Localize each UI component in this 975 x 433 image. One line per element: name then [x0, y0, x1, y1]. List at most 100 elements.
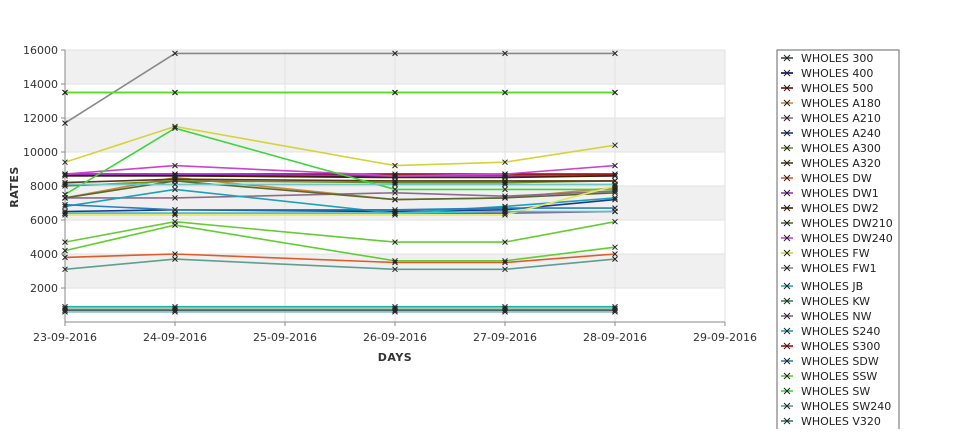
legend-marker [783, 174, 791, 182]
data-point [172, 256, 178, 262]
legend-marker [783, 402, 791, 410]
data-point [612, 256, 618, 262]
legend-marker [783, 282, 791, 290]
data-point [392, 89, 398, 96]
legend-item: WHOLES 300 [781, 52, 873, 65]
legend-marker [783, 54, 791, 62]
data-point [502, 89, 508, 96]
data-point [62, 179, 68, 186]
legend-label: WHOLES A240 [801, 127, 881, 140]
data-point [172, 212, 178, 218]
data-point [502, 50, 508, 57]
data-point [392, 179, 398, 186]
legend-marker [783, 249, 791, 257]
x-tick-label: 24-09-2016 [143, 331, 207, 344]
legend-item: WHOLES A180 [781, 97, 881, 110]
legend-marker [783, 99, 791, 107]
legend-item: WHOLES DW [781, 172, 872, 185]
legend-item: WHOLES A240 [781, 127, 881, 140]
data-point [172, 125, 178, 132]
data-point [612, 181, 618, 188]
data-point [392, 210, 398, 217]
data-point [612, 142, 618, 149]
data-point [392, 239, 398, 245]
legend-item: WHOLES SDW [781, 355, 879, 368]
y-tick-label: 16000 [23, 44, 58, 57]
legend-item: WHOLES KW [781, 295, 870, 308]
data-point [502, 172, 508, 179]
data-point [62, 201, 68, 208]
legend-marker [783, 159, 791, 167]
legend-marker [783, 114, 791, 122]
data-point [612, 251, 618, 257]
data-point [392, 50, 398, 57]
data-point [172, 172, 178, 179]
data-point [62, 266, 68, 273]
data-point [612, 172, 618, 179]
data-point [392, 172, 398, 179]
legend-item: WHOLES FW [781, 247, 870, 260]
data-point [172, 308, 178, 315]
legend-item: WHOLES SW [781, 385, 870, 398]
data-point [172, 89, 178, 96]
data-point [502, 239, 508, 245]
y-axis-ticks: 2000 4000 6000 8000 10000 12000 14000 16000 [23, 44, 65, 295]
legend-item: WHOLES DW2 [781, 202, 879, 215]
legend-item: WHOLES DW210 [781, 217, 893, 230]
legend-marker [783, 234, 791, 242]
data-point [502, 266, 508, 273]
legend-marker [783, 312, 791, 320]
legend-item: WHOLES A300 [781, 142, 881, 155]
data-point [612, 218, 618, 225]
y-tick-label: 2000 [30, 282, 58, 295]
legend-marker [783, 84, 791, 92]
legend-item: WHOLES DW1 [781, 187, 879, 200]
legend-item: WHOLES V320 [781, 415, 881, 428]
legend-marker [783, 129, 791, 137]
legend-item: WHOLES 500 [781, 82, 873, 95]
legend-marker [783, 297, 791, 305]
data-point [502, 303, 508, 310]
data-point [502, 257, 508, 264]
data-point [392, 186, 398, 193]
legend-label: WHOLES SW [801, 385, 870, 398]
legend-item: WHOLES 400 [781, 67, 873, 80]
data-point [502, 259, 508, 266]
data-point [502, 159, 508, 166]
legend-label: WHOLES DW1 [801, 187, 879, 200]
legend-item: WHOLES SW240 [781, 400, 891, 413]
legend-label: WHOLES A210 [801, 112, 881, 125]
data-point [62, 89, 68, 96]
data-point [172, 171, 178, 177]
data-point [392, 266, 398, 273]
data-point [612, 89, 618, 96]
data-point [172, 210, 178, 217]
data-point [172, 218, 178, 225]
legend-marker [783, 144, 791, 152]
x-tick-label: 26-09-2016 [363, 331, 427, 344]
legend-label: WHOLES DW240 [801, 232, 893, 245]
legend-label: WHOLES A320 [801, 157, 881, 170]
data-point [502, 308, 508, 315]
legend: WHOLES 300 WHOLES 400 WHOLES 500 WHOLES A18… [776, 49, 900, 433]
legend-label: WHOLES 500 [801, 82, 873, 95]
data-point [502, 208, 508, 215]
x-tick-label: 25-09-2016 [253, 331, 317, 344]
gridlines [64, 49, 726, 322]
legend-label: WHOLES V320 [801, 415, 881, 428]
legend-item: WHOLES JB [781, 280, 863, 293]
legend-marker [783, 189, 791, 197]
data-point [502, 195, 508, 201]
x-tick-label: 28-09-2016 [583, 331, 647, 344]
legend-marker [783, 372, 791, 380]
series-points [62, 50, 618, 315]
legend-marker [783, 264, 791, 272]
data-point [502, 210, 508, 217]
legend-label: WHOLES S300 [801, 340, 880, 353]
data-point [502, 186, 508, 193]
data-point [172, 162, 178, 169]
legend-label: WHOLES FW1 [801, 262, 877, 275]
legend-label: WHOLES DW [801, 172, 872, 185]
data-point [62, 120, 68, 126]
